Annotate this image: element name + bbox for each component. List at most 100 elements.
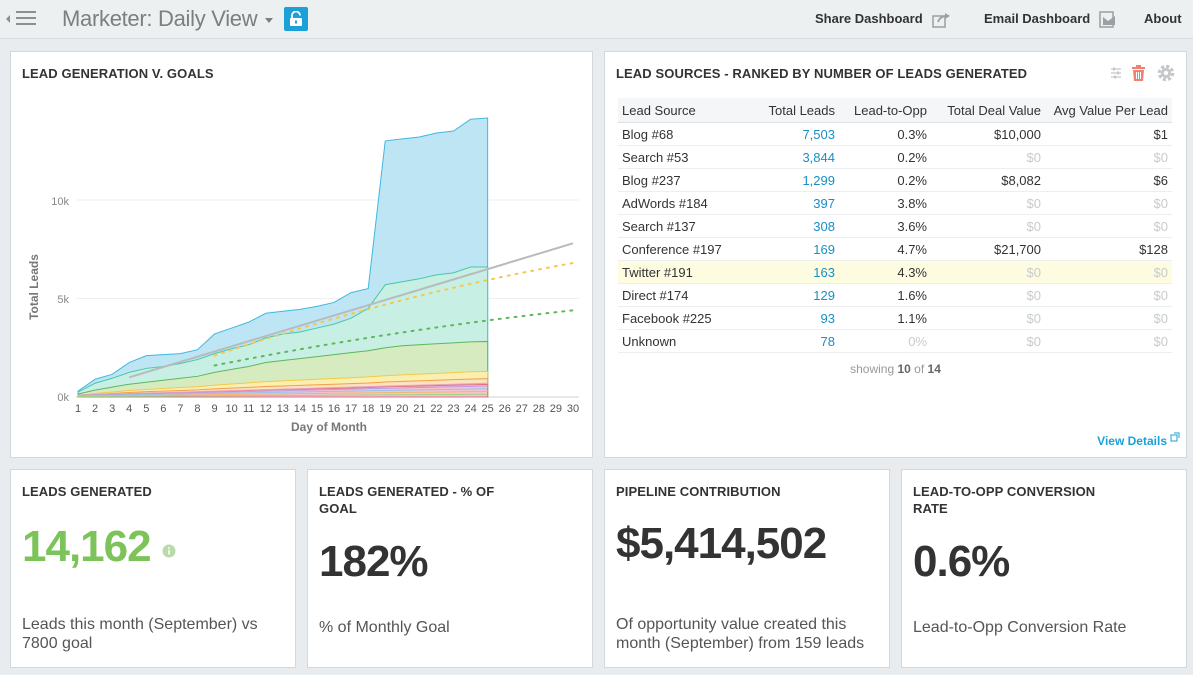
- email-dashboard-button[interactable]: Email Dashboard: [984, 11, 1116, 28]
- total-leads-link[interactable]: 1,299: [741, 168, 839, 192]
- pct-goal-title: LEADS GENERATED - % OF GOAL: [319, 484, 495, 516]
- x-tick-label: 24: [464, 403, 476, 415]
- minor-source-line: [77, 382, 488, 396]
- table-row: Conference #197 169 4.7% $21,700 $128: [618, 237, 1172, 261]
- hamburger-icon: [16, 11, 36, 29]
- total-leads-link[interactable]: 93: [741, 306, 839, 330]
- y-tick-label: 10k: [51, 196, 69, 208]
- gear-icon[interactable]: [1156, 63, 1176, 83]
- leads-generated-title: LEADS GENERATED: [22, 484, 152, 499]
- lead-generation-title: LEAD GENERATION V. GOALS: [22, 66, 214, 81]
- conversion-rate-card: LEAD-TO-OPP CONVERSION RATE 0.6% Lead-to…: [901, 469, 1187, 668]
- total-deal-value-cell: $0: [931, 191, 1045, 215]
- x-tick-label: 22: [430, 403, 442, 415]
- lead-source-cell: AdWords #184: [618, 191, 741, 215]
- total-leads-link[interactable]: 308: [741, 214, 839, 238]
- total-leads-link[interactable]: 7,503: [741, 122, 839, 146]
- total-leads-link[interactable]: 78: [741, 329, 839, 353]
- total-leads-link[interactable]: 129: [741, 283, 839, 307]
- lead-to-opp-cell: 4.3%: [839, 260, 931, 284]
- x-tick-label: 25: [482, 403, 494, 415]
- x-tick-label: 12: [260, 403, 272, 415]
- x-tick-label: 4: [126, 403, 132, 415]
- table-row: Twitter #191 163 4.3% $0 $0: [618, 260, 1172, 284]
- column-header-lead-to-opp[interactable]: Lead-to-Opp: [839, 98, 931, 123]
- dashboard-title-dropdown[interactable]: Marketer: Daily View: [62, 6, 274, 32]
- conversion-rate-title: LEAD-TO-OPP CONVERSION RATE: [913, 484, 1096, 516]
- table-row: Facebook #225 93 1.1% $0 $0: [618, 306, 1172, 330]
- avg-value-cell: $0: [1045, 306, 1172, 330]
- y-tick-label: 0k: [57, 392, 69, 404]
- share-dashboard-button[interactable]: Share Dashboard: [815, 11, 951, 28]
- conversion-rate-value: 0.6%: [913, 537, 1010, 586]
- lead-to-opp-cell: 0.3%: [839, 122, 931, 146]
- column-header-lead-source[interactable]: Lead Source: [618, 98, 741, 123]
- total-deal-value-cell: $0: [931, 329, 1045, 353]
- lead-source-cell: Unknown: [618, 329, 741, 353]
- total-deal-value-cell: $0: [931, 260, 1045, 284]
- total-deal-value-cell: $21,700: [931, 237, 1045, 261]
- lead-generation-card: LEAD GENERATION V. GOALS 10k 5k 0k Total…: [10, 51, 593, 458]
- lead-source-cell: Blog #237: [618, 168, 741, 192]
- email-icon: [1099, 11, 1116, 28]
- x-tick-label: 9: [211, 403, 217, 415]
- avg-value-cell: $6: [1045, 168, 1172, 192]
- lock-icon: [290, 11, 302, 26]
- column-header-avg-value-per-lead[interactable]: Avg Value Per Lead: [1045, 98, 1172, 123]
- lead-to-opp-cell: 1.1%: [839, 306, 931, 330]
- x-tick-label: 5: [143, 403, 149, 415]
- info-icon[interactable]: [162, 544, 176, 558]
- table-row: AdWords #184 397 3.8% $0 $0: [618, 191, 1172, 215]
- total-deal-value-cell: $0: [931, 283, 1045, 307]
- x-tick-label: 14: [294, 403, 306, 415]
- lead-source-cell: Blog #68: [618, 122, 741, 146]
- total-deal-value-cell: $0: [931, 214, 1045, 238]
- lock-button[interactable]: [284, 7, 308, 31]
- about-button[interactable]: About: [1144, 11, 1182, 26]
- avg-value-cell: $0: [1045, 214, 1172, 238]
- avg-value-cell: $128: [1045, 237, 1172, 261]
- share-dashboard-label: Share Dashboard: [815, 11, 923, 26]
- goal-line: [128, 242, 574, 379]
- column-header-total-deal-value[interactable]: Total Deal Value: [931, 98, 1045, 123]
- lead-to-opp-cell: 0.2%: [839, 145, 931, 169]
- total-leads-link[interactable]: 397: [741, 191, 839, 215]
- lead-sources-table: Lead Source Total Leads Lead-to-Opp Tota…: [618, 98, 1172, 353]
- filter-icon[interactable]: [1109, 66, 1123, 80]
- x-tick-label: 20: [396, 403, 408, 415]
- lead-source-cell: Search #137: [618, 214, 741, 238]
- x-tick-label: 29: [550, 403, 562, 415]
- menu-toggle-button[interactable]: [6, 9, 38, 29]
- table-row: Direct #174 129 1.6% $0 $0: [618, 283, 1172, 307]
- x-tick-label: 30: [567, 403, 579, 415]
- trash-icon[interactable]: [1130, 64, 1147, 82]
- avg-value-cell: $1: [1045, 122, 1172, 146]
- x-tick-label: 21: [413, 403, 425, 415]
- table-row: Blog #68 7,503 0.3% $10,000 $1: [618, 122, 1172, 146]
- view-details-link[interactable]: View Details: [1097, 434, 1167, 448]
- minor-source-line: [77, 388, 488, 397]
- lead-sources-card: LEAD SOURCES - RANKED BY NUMBER OF LEADS…: [604, 51, 1187, 458]
- total-leads-link[interactable]: 3,844: [741, 145, 839, 169]
- x-tick-label: 3: [109, 403, 115, 415]
- minor-source-line: [77, 390, 488, 397]
- external-link-icon[interactable]: [1170, 432, 1180, 442]
- column-header-total-leads[interactable]: Total Leads: [741, 98, 839, 123]
- total-leads-link[interactable]: 163: [741, 260, 839, 284]
- pipeline-contribution-title: PIPELINE CONTRIBUTION: [616, 484, 781, 499]
- lead-source-cell: Facebook #225: [618, 306, 741, 330]
- top-bar: Marketer: Daily View Share Dashboard Ema…: [0, 0, 1193, 39]
- x-tick-label: 7: [177, 403, 183, 415]
- lead-to-opp-cell: 3.8%: [839, 191, 931, 215]
- pct-goal-card: LEADS GENERATED - % OF GOAL 182% % of Mo…: [307, 469, 593, 668]
- table-row: Search #53 3,844 0.2% $0 $0: [618, 145, 1172, 169]
- total-deal-value-cell: $8,082: [931, 168, 1045, 192]
- minor-source-line: [77, 385, 488, 396]
- x-tick-label: 1: [75, 403, 81, 415]
- pct-goal-description: % of Monthly Goal: [319, 619, 450, 636]
- pipeline-contribution-description: Of opportunity value created this month …: [616, 616, 865, 652]
- lead-to-opp-cell: 4.7%: [839, 237, 931, 261]
- projection-line: [213, 309, 574, 367]
- total-leads-link[interactable]: 169: [741, 237, 839, 261]
